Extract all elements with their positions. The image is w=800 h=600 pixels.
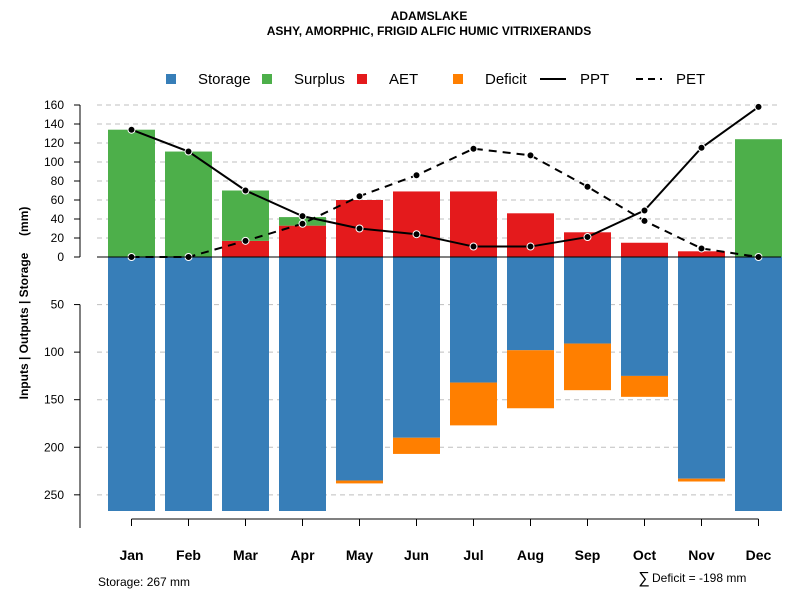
aet-bar xyxy=(621,242,668,257)
y-tick-label: 100 xyxy=(44,345,64,359)
pet-point xyxy=(469,144,478,153)
ppt-point xyxy=(184,147,193,156)
pet-point xyxy=(526,151,535,160)
ppt-point xyxy=(754,102,763,111)
y-tick-label: 50 xyxy=(51,298,65,312)
ppt-point xyxy=(583,233,592,242)
storage-bar xyxy=(222,257,269,511)
x-tick-label: Mar xyxy=(233,547,258,563)
y-tick-label: 120 xyxy=(44,136,64,150)
storage-bar xyxy=(108,257,155,511)
x-tick-label: Aug xyxy=(517,547,544,563)
pet-point xyxy=(298,219,307,228)
pet-line xyxy=(131,147,759,258)
y-tick-label: 250 xyxy=(44,488,64,502)
aet-bar xyxy=(393,191,440,257)
storage-bar xyxy=(336,257,383,481)
ppt-point xyxy=(241,186,250,195)
pet-point xyxy=(583,182,592,191)
ppt-point xyxy=(469,242,478,251)
pet-point xyxy=(640,216,649,225)
legend-surplus-label: Surplus xyxy=(294,71,345,88)
legend-deficit-swatch xyxy=(453,74,463,84)
y-tick-label: 160 xyxy=(44,98,64,112)
storage-bar xyxy=(279,257,326,511)
storage-bar xyxy=(678,257,725,479)
y-tick-label: 100 xyxy=(44,155,64,169)
x-tick-label: May xyxy=(346,547,373,563)
storage-bar xyxy=(735,257,782,511)
deficit-bar xyxy=(621,375,668,397)
x-tick-label: Jul xyxy=(463,547,483,563)
aet-bar xyxy=(279,225,326,257)
surplus-bar xyxy=(222,190,269,241)
ppt-point xyxy=(412,230,421,239)
aet-bar xyxy=(678,251,725,257)
storage-bar xyxy=(393,257,440,438)
storage-bar xyxy=(165,257,212,511)
legend-aet-label: AET xyxy=(389,71,418,88)
storage-bar xyxy=(507,257,554,351)
footer-deficit: Deficit = -198 mm xyxy=(652,571,746,585)
x-tick-label: Nov xyxy=(688,547,715,563)
y-tick-label: 60 xyxy=(51,193,65,207)
storage-bar xyxy=(621,257,668,376)
legend: Storage Surplus AET Deficit PPT PET xyxy=(166,71,705,88)
ppt-point xyxy=(526,242,535,251)
y-tick-label: 40 xyxy=(51,212,65,226)
legend-surplus-swatch xyxy=(262,74,272,84)
chart-subtitle: ASHY, AMORPHIC, FRIGID ALFIC HUMIC VITRI… xyxy=(267,24,591,38)
legend-storage-swatch xyxy=(166,74,176,84)
x-tick-label: Jan xyxy=(119,547,143,563)
pet-point xyxy=(697,244,706,253)
chart-title: ADAMSLAKE xyxy=(391,9,468,23)
x-tick-label: Apr xyxy=(290,547,315,563)
y-tick-label: 140 xyxy=(44,117,64,131)
ppt-point xyxy=(697,143,706,152)
deficit-bar xyxy=(393,437,440,454)
footer-storage: Storage: 267 mm xyxy=(98,575,190,589)
footer-deficit-symbol: ∑ xyxy=(638,570,649,587)
storage-bar xyxy=(564,257,611,344)
y-tick-label: 150 xyxy=(44,393,64,407)
storage-bar xyxy=(450,257,497,383)
ppt-point xyxy=(298,212,307,221)
surplus-bar xyxy=(165,151,212,257)
y-tick-label: 200 xyxy=(44,440,64,454)
ppt-point xyxy=(127,125,136,134)
y-tick-label: 20 xyxy=(51,231,65,245)
pet-point xyxy=(241,236,250,245)
surplus-bar xyxy=(735,139,782,257)
legend-aet-swatch xyxy=(357,74,367,84)
legend-deficit-label: Deficit xyxy=(485,71,528,88)
x-tick-label: Oct xyxy=(633,547,657,563)
pet-point xyxy=(412,171,421,180)
legend-pet-label: PET xyxy=(676,71,705,88)
surplus-bar xyxy=(108,129,155,257)
x-tick-label: Jun xyxy=(404,547,429,563)
y-tick-label: 0 xyxy=(57,250,64,264)
x-tick-label: Dec xyxy=(746,547,772,563)
deficit-bar xyxy=(678,478,725,482)
deficit-bar xyxy=(336,480,383,484)
legend-storage-label: Storage xyxy=(198,71,251,88)
pet-point xyxy=(355,192,364,201)
ppt-point xyxy=(355,224,364,233)
y-axis-label: Inputs | Outputs | Storage (mm) xyxy=(17,207,31,400)
y-tick-label: 80 xyxy=(51,174,65,188)
deficit-bar xyxy=(450,382,497,426)
x-tick-label: Feb xyxy=(176,547,201,563)
legend-ppt-label: PPT xyxy=(580,71,609,88)
bars xyxy=(108,129,782,511)
deficit-bar xyxy=(507,350,554,409)
ppt-line xyxy=(131,106,760,248)
deficit-bar xyxy=(564,343,611,391)
series-lines xyxy=(127,102,763,261)
x-tick-label: Sep xyxy=(575,547,601,563)
ppt-point xyxy=(640,206,649,215)
